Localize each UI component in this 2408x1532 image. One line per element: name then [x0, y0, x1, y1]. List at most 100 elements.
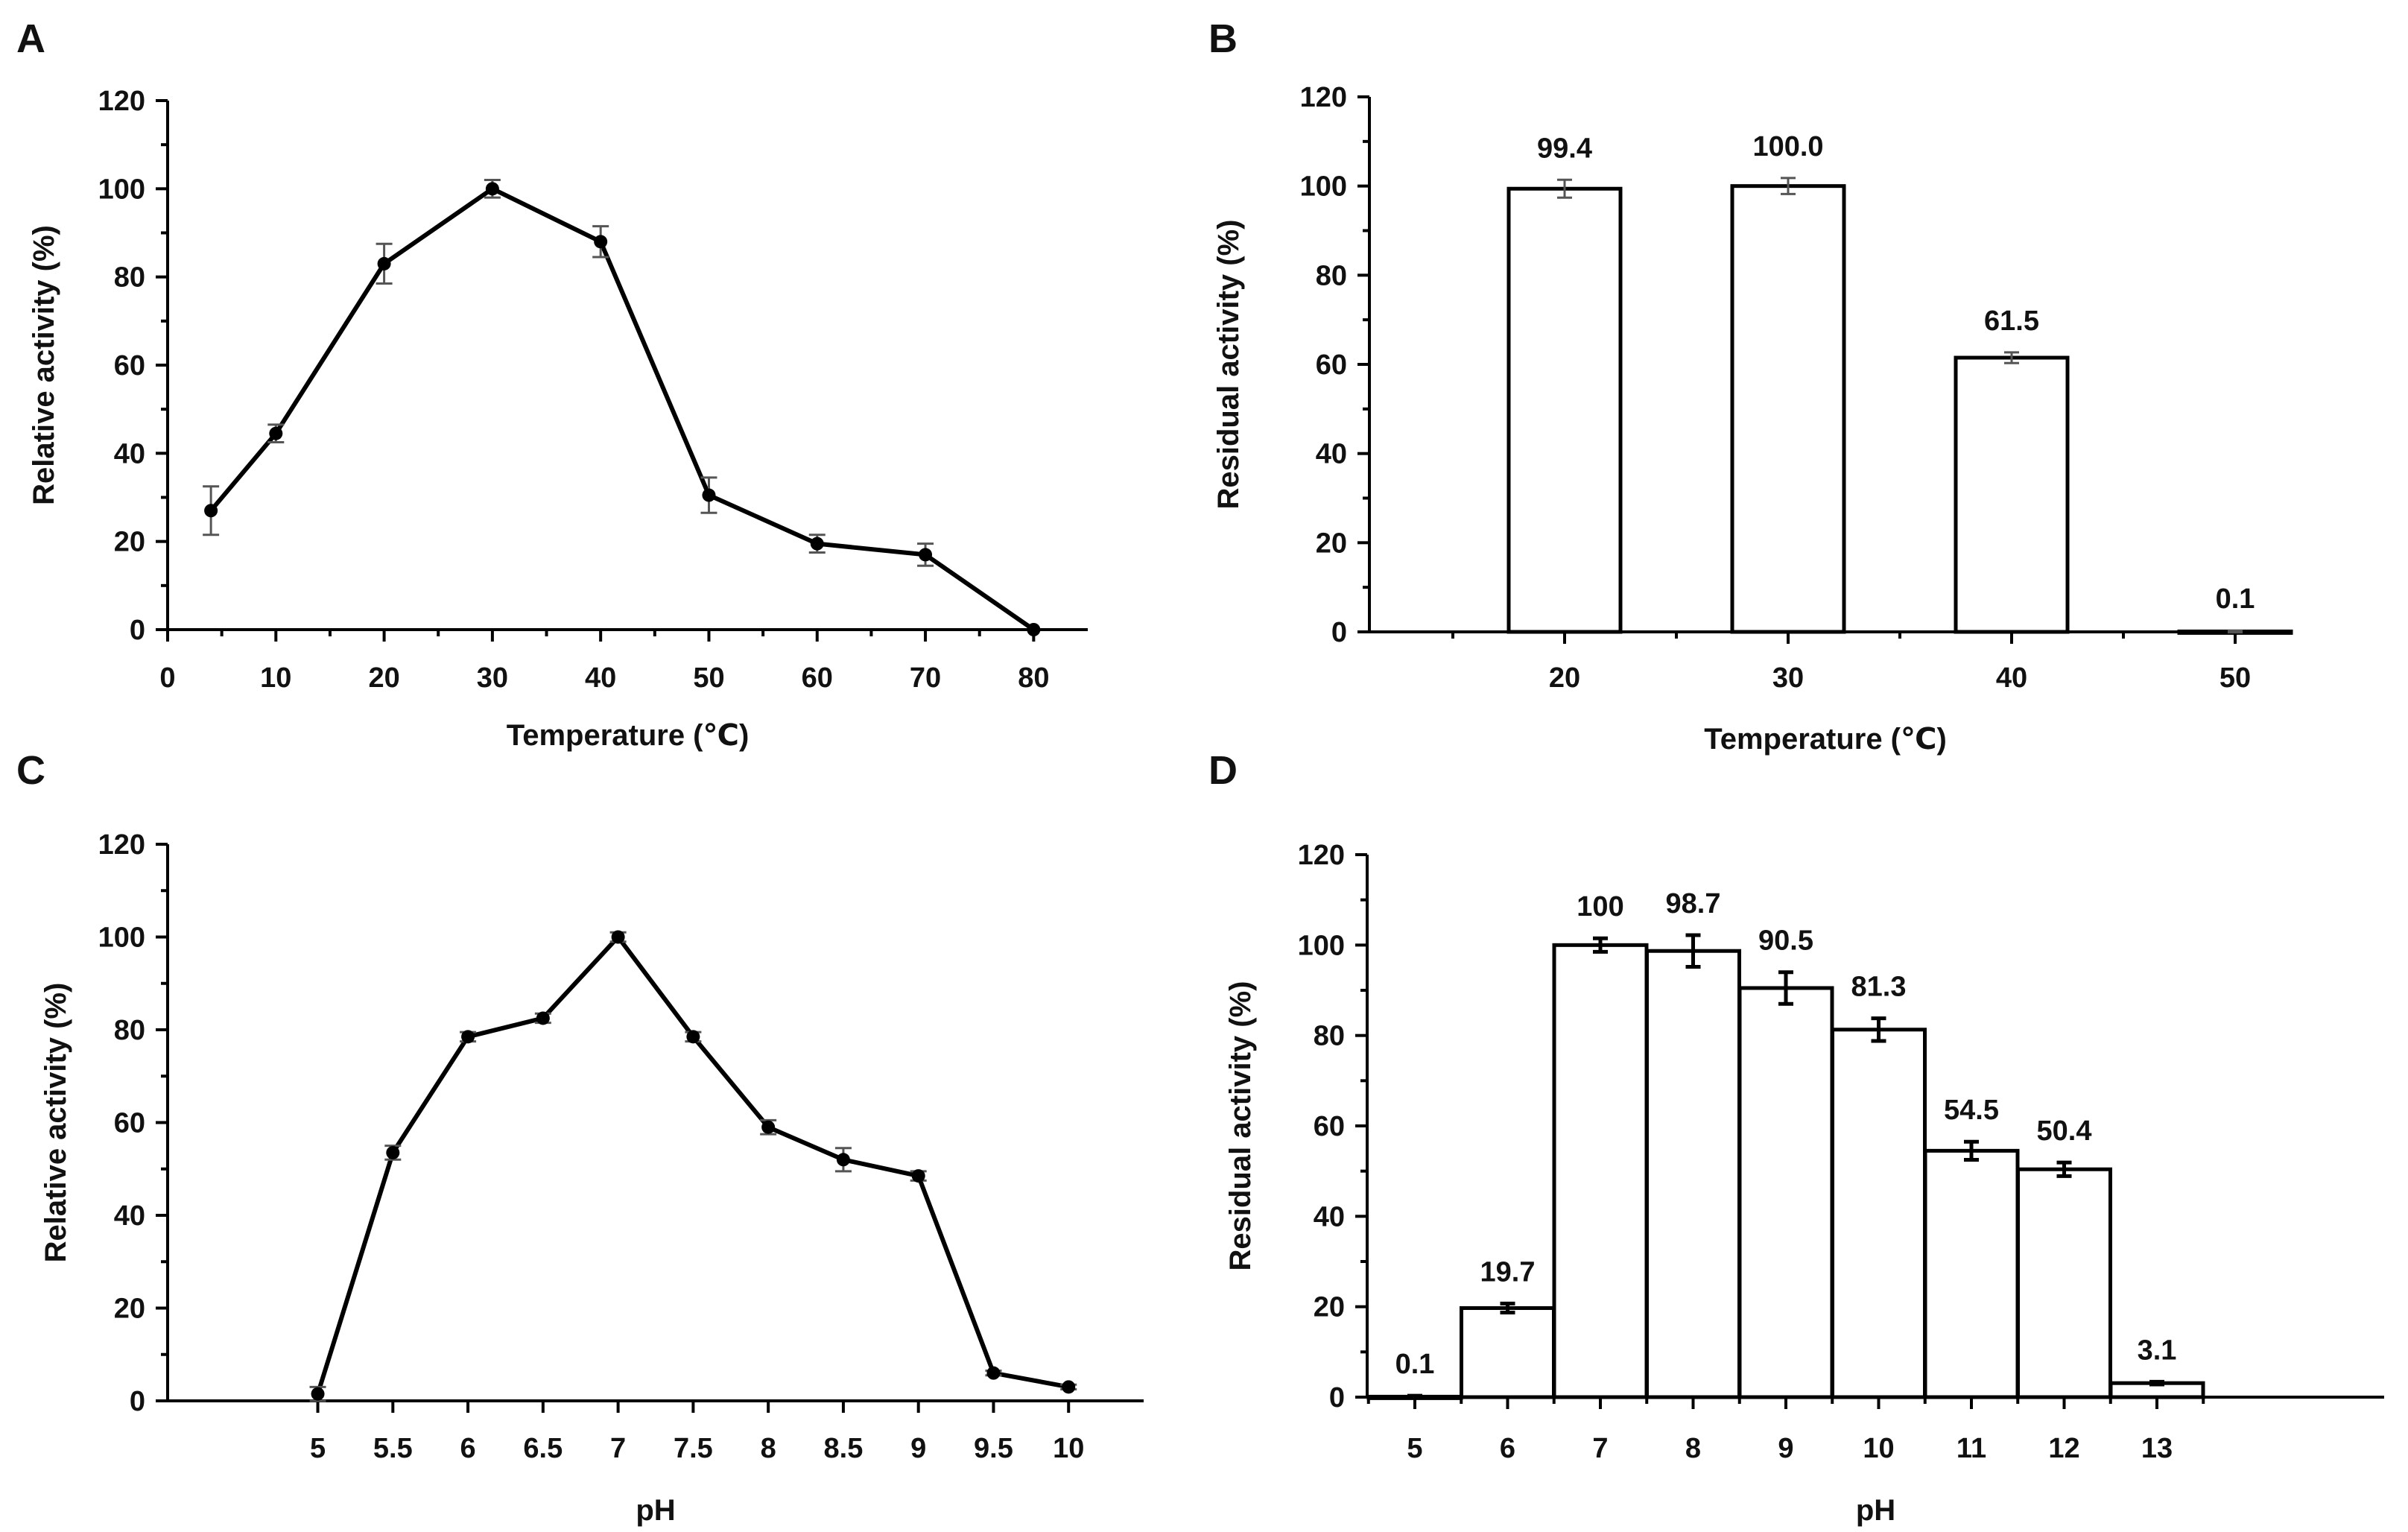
- x-tick-label: 80: [1018, 662, 1049, 694]
- y-tick-label: 100: [1300, 171, 1347, 203]
- y-tick-label: 80: [1316, 260, 1347, 291]
- data-point: [911, 1169, 925, 1183]
- error-bar: [2149, 1379, 2164, 1387]
- bar: [1460, 1305, 1556, 1399]
- y-tick-label: 100: [98, 922, 145, 954]
- y-tick-label: 100: [98, 174, 145, 205]
- y-tick-label: 40: [114, 1200, 145, 1232]
- data-label: 100: [1577, 891, 1623, 922]
- bar: [1730, 184, 1846, 634]
- y-tick-label: 40: [114, 438, 145, 469]
- error-bar: [2056, 1160, 2072, 1178]
- x-axis-title: Temperature (℃): [1704, 723, 1947, 756]
- x-tick-label: 7: [610, 1433, 626, 1464]
- panel-c: C 0 20 40 60 80 100 120 pH Relative activity (%) 5…: [16, 748, 1144, 1527]
- bar: [1645, 949, 1741, 1399]
- x-tick-label: 13: [2141, 1433, 2173, 1464]
- y-tick-label: 120: [98, 86, 145, 117]
- data-label: 19.7: [1480, 1256, 1536, 1288]
- bar: [1954, 355, 2070, 634]
- y-tick-label: 60: [114, 350, 145, 382]
- y-tick-label: 100: [1298, 930, 1345, 961]
- panel-letter: B: [1208, 16, 1238, 61]
- data-point: [810, 536, 824, 551]
- x-tick-label: 10: [1053, 1433, 1084, 1464]
- x-tick-label: 12: [2048, 1433, 2079, 1464]
- x-tick-label: 5.5: [373, 1433, 413, 1464]
- y-tick-label: 0: [130, 615, 145, 646]
- error-bar: [1500, 1301, 1515, 1315]
- error-bar: [1964, 1139, 1979, 1162]
- y-tick-label: 60: [1314, 1111, 1345, 1142]
- bar: [1737, 986, 1834, 1399]
- error-bar: [2004, 351, 2019, 364]
- data-point: [611, 930, 625, 944]
- x-axis-title: Temperature (℃): [507, 719, 750, 752]
- error-bar: [2228, 629, 2243, 634]
- y-tick-label: 120: [1298, 840, 1345, 871]
- error-bar: [1557, 178, 1572, 199]
- data-point: [485, 182, 499, 196]
- data-point: [919, 548, 933, 562]
- x-tick-label: 9: [910, 1433, 926, 1464]
- x-tick-label: 11: [1956, 1433, 1986, 1464]
- y-tick-label: 80: [114, 262, 145, 294]
- error-bar: [1778, 970, 1793, 1006]
- data-point: [836, 1153, 850, 1167]
- data-point: [377, 256, 391, 270]
- x-tick-label: 60: [802, 662, 833, 694]
- error-bar: [1407, 1393, 1422, 1400]
- bar: [1923, 1148, 2020, 1399]
- y-tick-label: 120: [98, 829, 145, 861]
- y-axis-title: Residual activity (%): [1212, 219, 1245, 509]
- x-tick-label: 50: [693, 662, 724, 694]
- series-line: [315, 934, 1069, 1395]
- data-point: [686, 1030, 700, 1044]
- x-axis-title: pH: [1856, 1494, 1895, 1527]
- x-tick-label: 7: [1592, 1433, 1608, 1464]
- bar: [2016, 1167, 2112, 1399]
- data-label: 0.1: [2216, 583, 2255, 615]
- x-tick-label: 5: [1407, 1433, 1422, 1464]
- y-tick-label: 80: [114, 1015, 145, 1046]
- data-point: [1062, 1380, 1076, 1394]
- data-label: 3.1: [2138, 1335, 2177, 1366]
- x-tick-label: 8.5: [824, 1433, 864, 1464]
- x-tick-label: 10: [260, 662, 291, 694]
- x-tick-label: 10: [1863, 1433, 1894, 1464]
- x-tick-label: 50: [2220, 662, 2251, 694]
- error-bar: [1871, 1016, 1886, 1043]
- data-point: [986, 1366, 1001, 1380]
- x-tick-label: 8: [1685, 1433, 1701, 1464]
- data-point: [594, 235, 608, 249]
- x-tick-label: 30: [477, 662, 508, 694]
- data-label: 100.0: [1752, 131, 1823, 162]
- y-axis-title: Residual activity (%): [1224, 981, 1257, 1270]
- y-tick-label: 0: [1329, 1382, 1345, 1414]
- error-bar: [1593, 936, 1608, 954]
- y-tick-label: 40: [1314, 1201, 1345, 1232]
- y-tick-label: 20: [1316, 528, 1347, 559]
- data-label: 90.5: [1758, 925, 1813, 957]
- data-label: 0.1: [1395, 1349, 1435, 1380]
- y-tick-label: 60: [114, 1108, 145, 1139]
- data-point: [461, 1030, 475, 1044]
- x-tick-label: 30: [1772, 662, 1804, 694]
- bar: [1506, 186, 1623, 634]
- x-tick-label: 20: [1549, 662, 1580, 694]
- y-tick-label: 0: [1331, 617, 1347, 648]
- x-tick-label: 6: [1500, 1433, 1515, 1464]
- panel-d: D 0 20 40 60 80 100 120 pH Residual activity (%) 5…: [1208, 748, 2384, 1527]
- y-tick-label: 0: [130, 1386, 145, 1417]
- error-bar: [1685, 933, 1701, 969]
- y-tick-label: 120: [1300, 82, 1347, 113]
- data-label: 99.4: [1537, 133, 1592, 164]
- y-tick-label: 60: [1316, 349, 1347, 381]
- data-label: 61.5: [1984, 306, 2039, 337]
- data-point: [311, 1387, 325, 1401]
- series-line: [209, 186, 1036, 632]
- data-point: [269, 426, 283, 440]
- x-tick-label: 40: [1996, 662, 2027, 694]
